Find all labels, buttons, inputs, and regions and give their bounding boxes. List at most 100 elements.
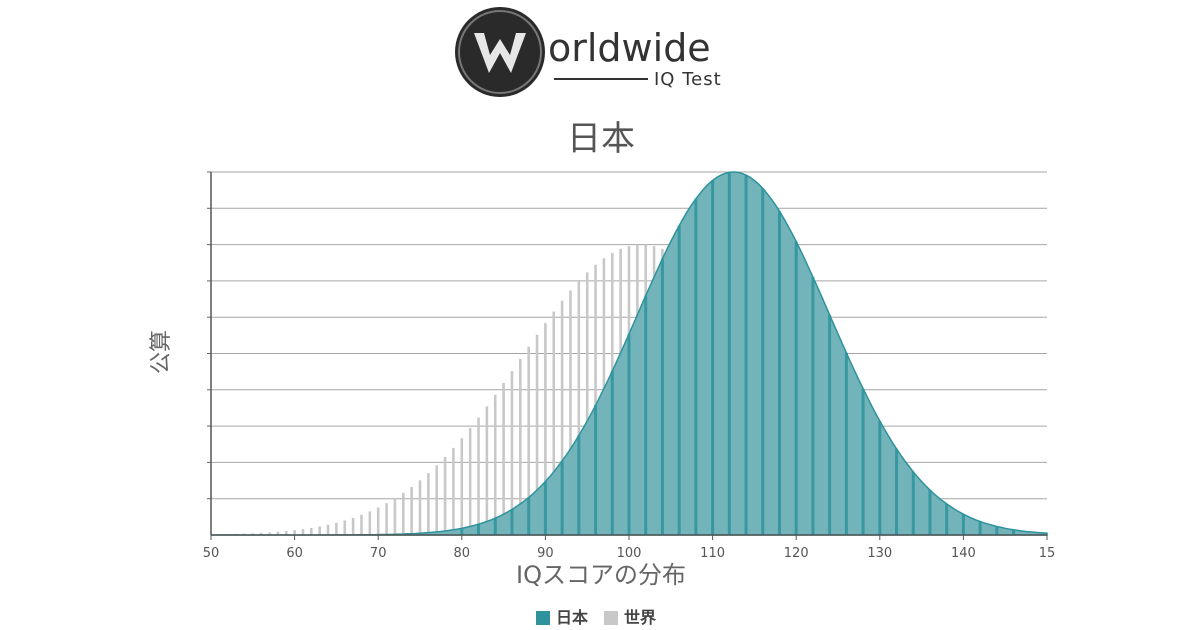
japan-series-bars — [460, 172, 1016, 536]
japan-bar — [811, 276, 815, 535]
world-bar — [519, 358, 522, 535]
x-tick-label: 100 — [617, 546, 642, 561]
japan-bar — [460, 528, 464, 535]
world-bar — [594, 264, 597, 535]
japan-bar — [828, 314, 832, 535]
world-bar — [301, 529, 305, 535]
japan-bar — [644, 295, 648, 535]
chart-title: 日本 — [567, 119, 635, 159]
japan-bar — [911, 471, 915, 535]
legend: 日本 世界 — [536, 608, 656, 627]
world-bar — [468, 428, 472, 535]
world-bar — [493, 394, 497, 535]
world-bar — [310, 527, 313, 535]
japan-bar — [594, 405, 598, 535]
japan-bar — [527, 497, 531, 535]
legend-swatch-world — [604, 611, 618, 625]
japan-bar — [995, 526, 999, 535]
world-bar — [393, 498, 397, 535]
japan-bar — [660, 258, 664, 535]
world-bar — [560, 300, 564, 535]
legend-label-japan: 日本 — [556, 608, 588, 627]
y-axis-label: 公算 — [149, 330, 174, 374]
world-bar — [452, 447, 455, 535]
world-bar — [585, 272, 589, 535]
logo-subtitle: IQ Test — [654, 69, 722, 90]
world-bar — [251, 533, 255, 535]
world-bar — [443, 456, 447, 535]
japan-bar — [627, 333, 631, 535]
japan-bar — [560, 460, 564, 535]
logo-w-icon — [474, 33, 526, 73]
world-bar — [335, 522, 338, 535]
world-bar — [569, 290, 572, 535]
japan-bar — [744, 175, 748, 535]
world-bar — [460, 438, 464, 535]
world-bar — [360, 514, 363, 535]
legend-label-world: 世界 — [624, 608, 656, 627]
world-bar — [485, 406, 489, 535]
japan-bar — [945, 503, 949, 535]
world-bar — [510, 370, 514, 535]
logo-wordmark: orldwide — [548, 26, 711, 70]
japan-bar — [610, 371, 614, 535]
world-bar — [502, 383, 505, 535]
japan-bar — [694, 198, 698, 536]
japan-bar — [844, 352, 848, 535]
world-bar — [435, 465, 439, 535]
x-tick-label: 130 — [867, 546, 892, 561]
world-bar — [343, 520, 347, 535]
world-bar — [385, 503, 388, 535]
world-bar — [552, 311, 556, 535]
world-bar — [544, 322, 547, 535]
world-bar — [284, 531, 288, 535]
world-bar — [368, 511, 372, 535]
x-tick-label: 15 — [1039, 546, 1056, 561]
japan-bar — [978, 521, 982, 535]
x-tick-label: 50 — [203, 546, 220, 561]
japan-bar — [928, 490, 932, 535]
x-axis-label: IQスコアの分布 — [516, 561, 686, 589]
japan-bar — [878, 420, 882, 535]
world-bar — [535, 334, 539, 535]
japan-bar — [777, 211, 781, 535]
world-bar — [577, 280, 581, 535]
worldwide-iq-test-logo: orldwide IQ Test — [455, 7, 722, 97]
japan-bar — [1012, 529, 1016, 535]
world-bar — [427, 473, 430, 535]
world-bar — [293, 530, 296, 535]
world-bar — [268, 532, 271, 535]
japan-bar — [895, 448, 899, 535]
world-bar — [259, 532, 263, 535]
world-bar — [401, 492, 405, 535]
x-tick-label: 90 — [537, 546, 554, 561]
legend-swatch-japan — [536, 611, 550, 625]
world-bar — [351, 517, 355, 535]
japan-bar — [961, 514, 965, 535]
world-bar — [376, 507, 380, 535]
world-bar — [477, 417, 480, 535]
japan-bar — [794, 241, 798, 536]
world-bar — [276, 531, 280, 535]
x-tick-label: 60 — [286, 546, 303, 561]
japan-bar — [711, 180, 715, 535]
japan-bar — [861, 388, 865, 535]
japan-bar — [477, 524, 481, 535]
world-bar — [326, 524, 330, 535]
x-axis-ticks: 50 60 70 80 90 100 110 120 130 140 15 — [203, 535, 1056, 561]
world-bar — [527, 346, 530, 535]
japan-bar — [577, 435, 581, 535]
x-tick-label: 110 — [700, 546, 725, 561]
x-tick-label: 120 — [784, 546, 809, 561]
japan-bar — [543, 481, 547, 535]
world-bar — [418, 480, 422, 535]
x-tick-label: 80 — [454, 546, 471, 561]
x-tick-label: 140 — [951, 546, 976, 561]
japan-bar — [727, 172, 731, 535]
japan-bar — [510, 509, 514, 535]
x-tick-label: 70 — [370, 546, 387, 561]
world-bar — [410, 486, 413, 535]
japan-bar — [493, 518, 497, 535]
japan-bar — [761, 188, 765, 536]
